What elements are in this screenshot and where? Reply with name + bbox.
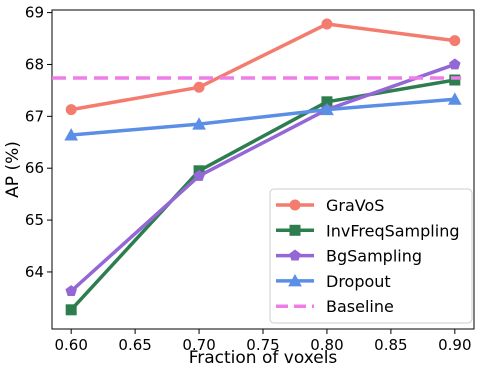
series-dropout (64, 92, 462, 141)
x-tick-label: 0.65 (118, 336, 151, 354)
series-gravos (65, 18, 461, 116)
data-point-gravos (65, 104, 77, 116)
y-axis-label: AP (%) (3, 141, 23, 198)
x-tick-label: 0.85 (374, 336, 407, 354)
legend-item-gravos: GraVoS (276, 196, 384, 215)
x-tick-label: 0.90 (438, 336, 471, 354)
legend-label-bgsampling: BgSampling (326, 247, 422, 266)
data-point-gravos (321, 18, 333, 30)
legend-item-invfreqsampling: InvFreqSampling (276, 221, 459, 240)
legend-marker-invfreqsampling (289, 224, 301, 236)
data-point-dropout (320, 102, 334, 116)
legend-box (269, 188, 473, 324)
legend-marker-dropout (288, 274, 302, 287)
data-point-bgsampling (449, 58, 461, 70)
legend-label-invfreqsampling: InvFreqSampling (326, 221, 459, 240)
y-tick-label: 68 (25, 55, 44, 73)
legend-label-baseline: Baseline (326, 297, 394, 316)
legend-marker-gravos (289, 199, 301, 211)
legend-item-baseline: Baseline (276, 297, 394, 316)
data-point-dropout (192, 117, 206, 130)
x-tick-label: 0.80 (310, 336, 343, 354)
data-point-dropout (447, 92, 462, 105)
legend-marker-bgsampling (289, 249, 301, 261)
legend-label-gravos: GraVoS (326, 196, 384, 215)
y-tick-label: 69 (25, 4, 44, 22)
data-point-gravos (193, 81, 205, 93)
legend-label-dropout: Dropout (326, 272, 391, 291)
y-tick-label: 64 (25, 263, 44, 281)
y-tick-label: 65 (25, 211, 44, 229)
series-line-dropout (71, 97, 455, 137)
data-point-invfreqsampling (449, 74, 461, 86)
x-tick-label: 0.70 (182, 336, 215, 354)
y-tick-label: 66 (25, 159, 44, 177)
data-point-dropout (64, 128, 79, 141)
x-tick-label: 0.60 (54, 336, 87, 354)
legend-item-dropout: Dropout (276, 272, 391, 291)
data-point-invfreqsampling (321, 96, 333, 108)
series-line-invfreqsampling (69, 78, 456, 311)
x-axis-label: Fraction of voxels (189, 348, 338, 368)
data-point-gravos (449, 35, 461, 47)
y-tick-label: 67 (25, 107, 44, 125)
series-line-gravos (70, 22, 456, 112)
x-tick-label: 0.75 (246, 336, 279, 354)
data-point-bgsampling (193, 169, 205, 181)
series-line-bgsampling (70, 62, 456, 293)
data-point-invfreqsampling (65, 304, 77, 316)
data-point-bgsampling (65, 285, 77, 297)
legend-item-bgsampling: BgSampling (276, 247, 422, 266)
